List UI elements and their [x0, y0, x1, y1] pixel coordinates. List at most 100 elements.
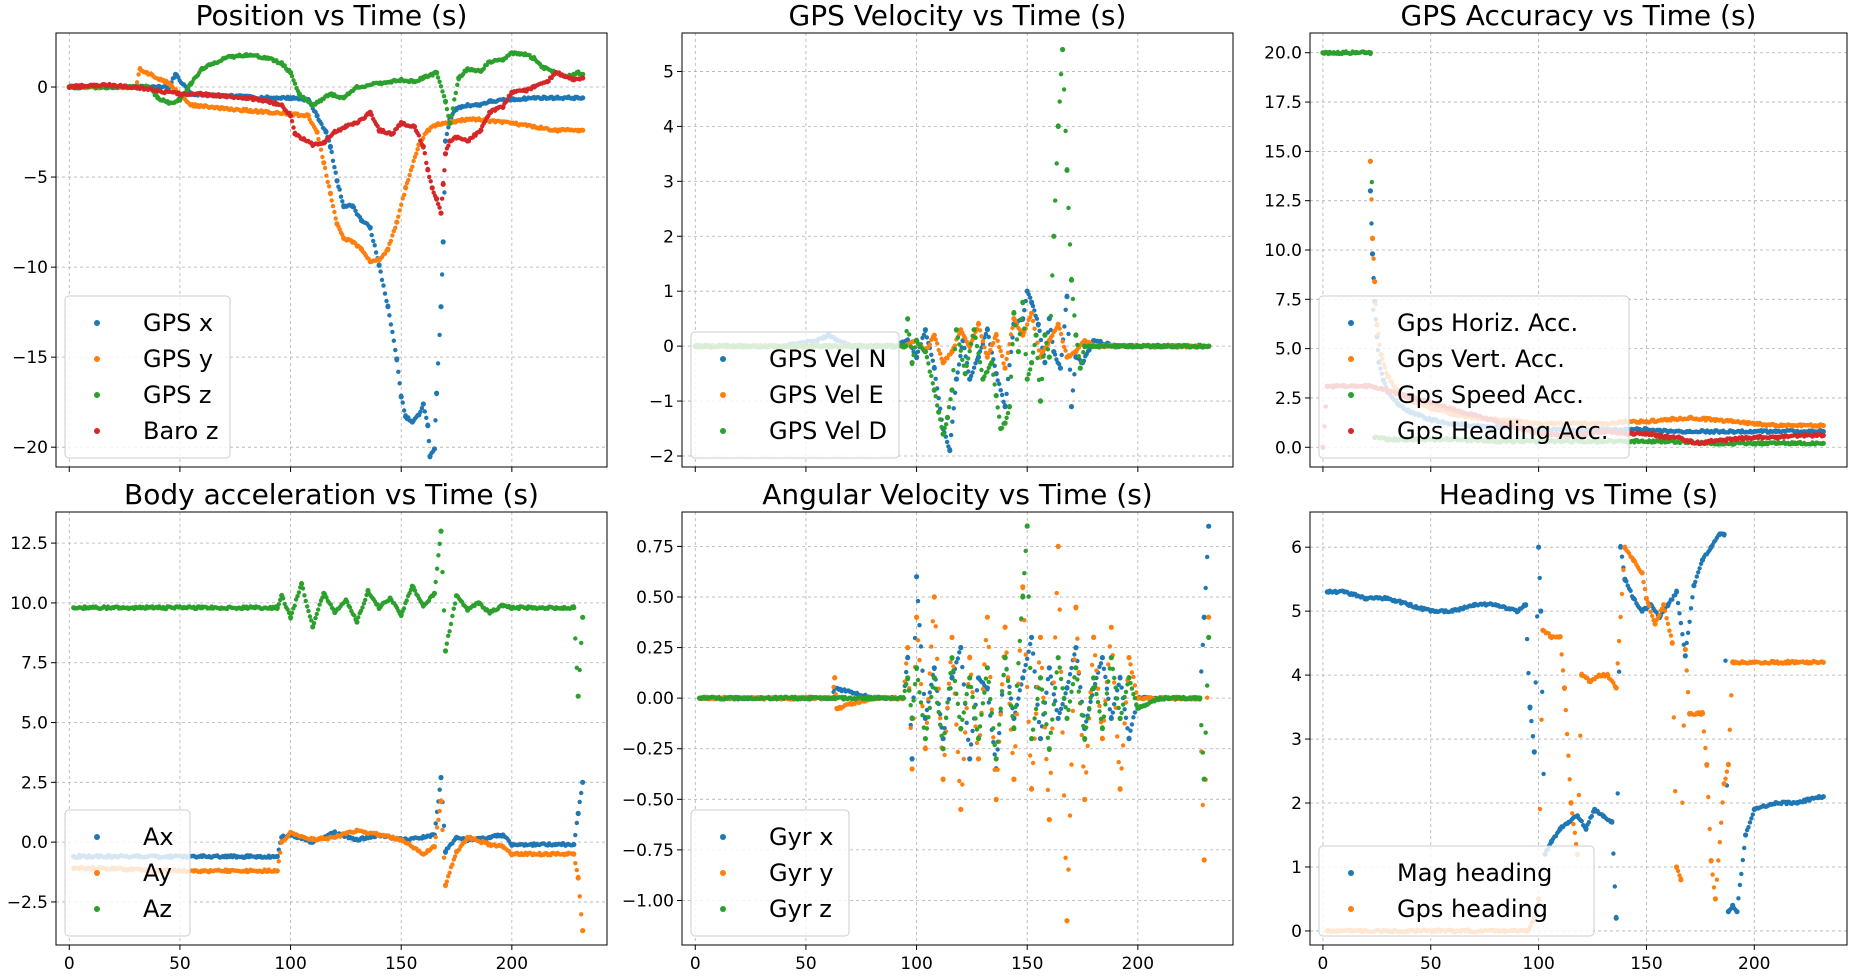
trace-dot [422, 151, 427, 156]
trace-dot [927, 369, 932, 374]
trace-dot [997, 414, 1002, 419]
data-point [1773, 423, 1779, 429]
data-point [385, 304, 391, 310]
data-point [1708, 428, 1714, 435]
trace-dot [1063, 128, 1068, 134]
trace-dot [435, 361, 441, 366]
data-point [358, 217, 364, 223]
trace-dot [292, 81, 298, 86]
trace-dot [444, 131, 450, 137]
trace-dot [929, 352, 934, 357]
data-point [427, 453, 433, 459]
data-point [265, 55, 271, 61]
trace-dot [437, 79, 442, 85]
trace-dot [1037, 328, 1042, 333]
data-point [358, 246, 364, 252]
data-point [310, 142, 316, 148]
trace-dot [943, 422, 949, 427]
trace-dot [437, 205, 442, 210]
data-point [531, 95, 537, 101]
data-point [487, 834, 493, 840]
trace-dot [1023, 352, 1028, 357]
data-point [967, 376, 973, 382]
legend-label: GPS z [143, 381, 212, 409]
data-point [1042, 332, 1048, 338]
trace-dot [957, 342, 962, 347]
data-point [1035, 321, 1041, 327]
trace-dot [951, 368, 956, 373]
data-point [1057, 365, 1063, 371]
data-point [487, 59, 493, 65]
data-point [301, 136, 307, 142]
data-point [199, 853, 205, 860]
data-point [327, 91, 333, 97]
data-point [580, 75, 586, 81]
trace-dot [1066, 331, 1071, 337]
chart-title: Position vs Time (s) [196, 0, 468, 32]
data-point [1794, 432, 1800, 438]
trace-dot [1028, 367, 1033, 372]
data-point [376, 127, 382, 133]
trace-dot [1034, 316, 1040, 321]
trace-dot [322, 165, 328, 171]
data-point [1077, 365, 1083, 371]
legend-marker [1348, 356, 1354, 362]
data-point [447, 138, 453, 144]
data-point [376, 257, 382, 263]
trace-dot [393, 347, 398, 353]
y-tick-label: 20.0 [1264, 44, 1302, 64]
trace-dot [936, 347, 941, 353]
trace-dot [455, 82, 460, 88]
data-point [1367, 50, 1373, 56]
y-tick-label: 5 [663, 62, 674, 82]
data-point [438, 210, 444, 216]
data-point [321, 160, 327, 166]
trace-dot [1036, 348, 1042, 353]
data-point [1331, 50, 1337, 56]
trace-dot [1030, 303, 1036, 309]
data-point [1015, 349, 1022, 355]
data-point [327, 143, 333, 150]
y-tick-label: 0.0 [1275, 438, 1302, 458]
data-point [1073, 332, 1079, 338]
trace-dot [579, 790, 584, 796]
trace-dot [1005, 376, 1011, 382]
data-point [1006, 404, 1013, 410]
data-point [1773, 428, 1779, 435]
trace-dot [1039, 376, 1045, 382]
data-point [354, 837, 360, 843]
data-point [420, 401, 426, 407]
trace-dot [933, 337, 938, 342]
data-point [323, 129, 329, 135]
trace-dot [134, 80, 140, 85]
trace-dot [992, 363, 997, 368]
data-point [438, 304, 444, 310]
data-point [575, 95, 581, 101]
trace-dot [968, 341, 974, 347]
trace-dot [977, 360, 983, 365]
data-point [1002, 404, 1008, 410]
data-point [334, 178, 340, 184]
trace-dot [985, 369, 990, 374]
legend-label: GPS Vel D [769, 417, 887, 445]
data-point [1029, 299, 1035, 305]
data-point [1687, 428, 1693, 435]
legend-marker [1348, 392, 1354, 398]
trace-dot [1017, 331, 1022, 337]
trace-dot [970, 370, 975, 375]
trace-dot [1050, 273, 1055, 278]
data-point [305, 113, 311, 119]
data-point [553, 127, 559, 133]
trace-dot [369, 232, 374, 238]
trace-dot [433, 821, 438, 826]
trace-dot [1038, 337, 1044, 343]
data-point [1029, 360, 1035, 366]
data-point [509, 50, 515, 56]
trace-dot [391, 228, 396, 234]
y-tick-label: −1 [649, 392, 674, 412]
legend-label: GPS x [143, 309, 213, 337]
trace-dot [983, 331, 989, 337]
trace-dot [411, 158, 416, 164]
data-point [1082, 343, 1088, 349]
